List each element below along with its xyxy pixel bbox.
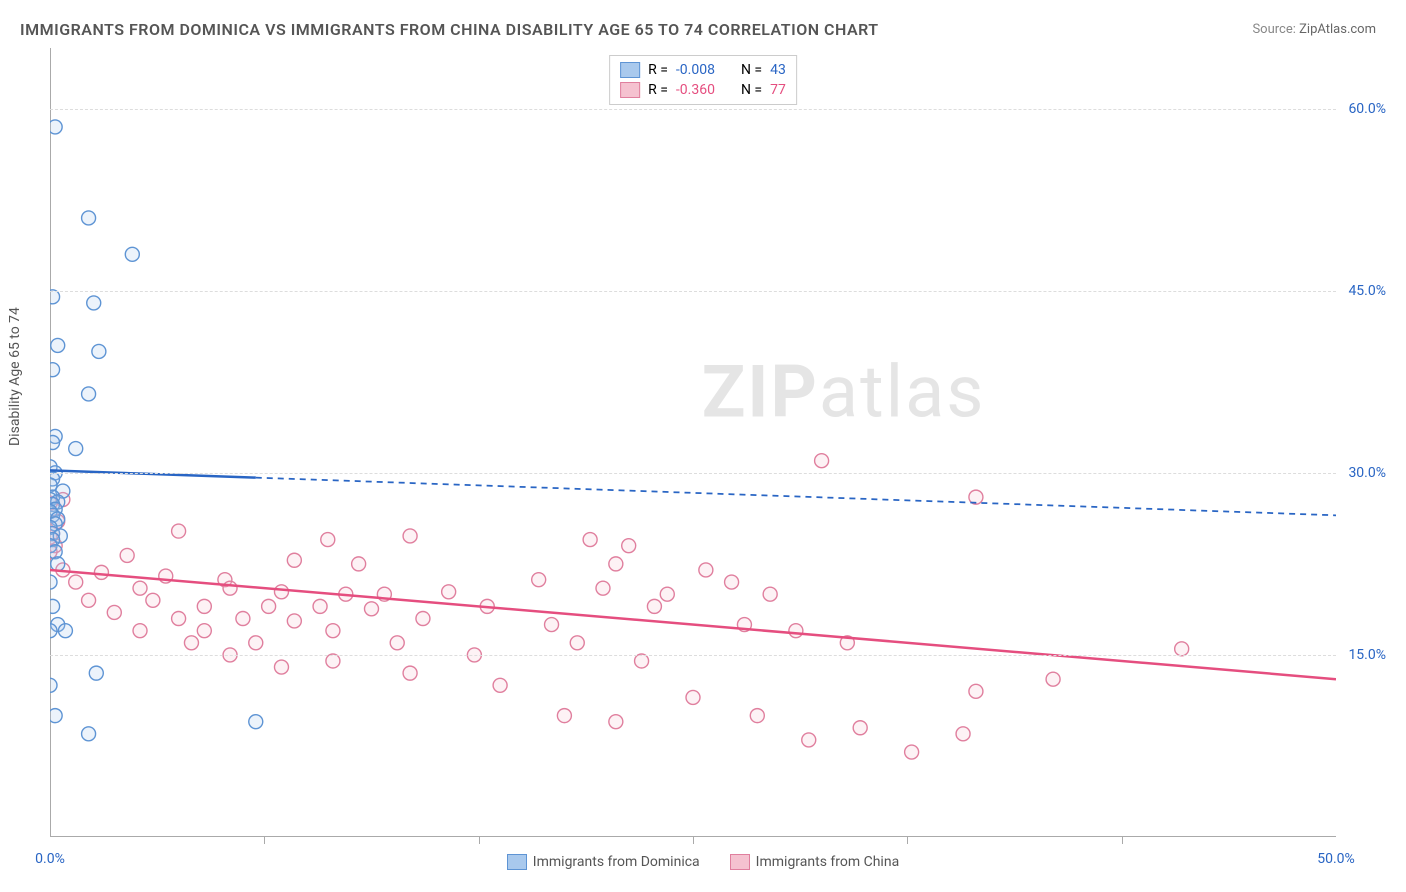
- x-minor-tick: [264, 837, 265, 844]
- n-value-dominica: 43: [770, 62, 786, 78]
- y-tick-label: 15.0%: [1348, 647, 1386, 663]
- swatch-china: [620, 82, 640, 98]
- n-value-china: 77: [770, 82, 786, 98]
- gridline: [50, 473, 1336, 474]
- legend-series: Immigrants from Dominica Immigrants from…: [0, 854, 1406, 870]
- chart-container: IMMIGRANTS FROM DOMINICA VS IMMIGRANTS F…: [0, 0, 1406, 892]
- legend-label-china: Immigrants from China: [756, 854, 900, 870]
- gridline: [50, 291, 1336, 292]
- legend-stats-row-b: R = -0.360 N = 77: [620, 80, 786, 100]
- r-label: R =: [648, 82, 668, 98]
- n-label: N =: [741, 82, 762, 98]
- x-minor-tick: [907, 837, 908, 844]
- gridline: [50, 655, 1336, 656]
- legend-stats: R = -0.008 N = 43 R = -0.360 N = 77: [609, 55, 797, 105]
- swatch-dominica-icon: [507, 854, 527, 870]
- source-label: Source:: [1252, 22, 1295, 37]
- r-value-dominica: -0.008: [676, 62, 715, 78]
- swatch-china-icon: [730, 854, 750, 870]
- x-minor-tick: [693, 837, 694, 844]
- r-value-china: -0.360: [676, 82, 715, 98]
- y-tick-label: 30.0%: [1348, 465, 1386, 481]
- plot-svg: [50, 48, 1336, 837]
- r-label: R =: [648, 62, 668, 78]
- x-tick-label: 50.0%: [1317, 851, 1355, 867]
- x-tick-label: 0.0%: [35, 851, 65, 867]
- y-tick-label: 60.0%: [1348, 101, 1386, 117]
- source-attribution: Source: ZipAtlas.com: [1252, 22, 1376, 37]
- legend-item-dominica: Immigrants from Dominica: [507, 854, 700, 870]
- n-label: N =: [741, 62, 762, 78]
- x-minor-tick: [479, 837, 480, 844]
- y-tick-label: 45.0%: [1348, 283, 1386, 299]
- x-minor-tick: [1122, 837, 1123, 844]
- y-axis-label: Disability Age 65 to 74: [7, 307, 23, 446]
- legend-item-china: Immigrants from China: [730, 854, 900, 870]
- source-name: ZipAtlas.com: [1299, 22, 1376, 37]
- legend-label-dominica: Immigrants from Dominica: [533, 854, 700, 870]
- chart-title: IMMIGRANTS FROM DOMINICA VS IMMIGRANTS F…: [20, 20, 879, 39]
- gridline: [50, 109, 1336, 110]
- legend-stats-row-a: R = -0.008 N = 43: [620, 60, 786, 80]
- swatch-dominica: [620, 62, 640, 78]
